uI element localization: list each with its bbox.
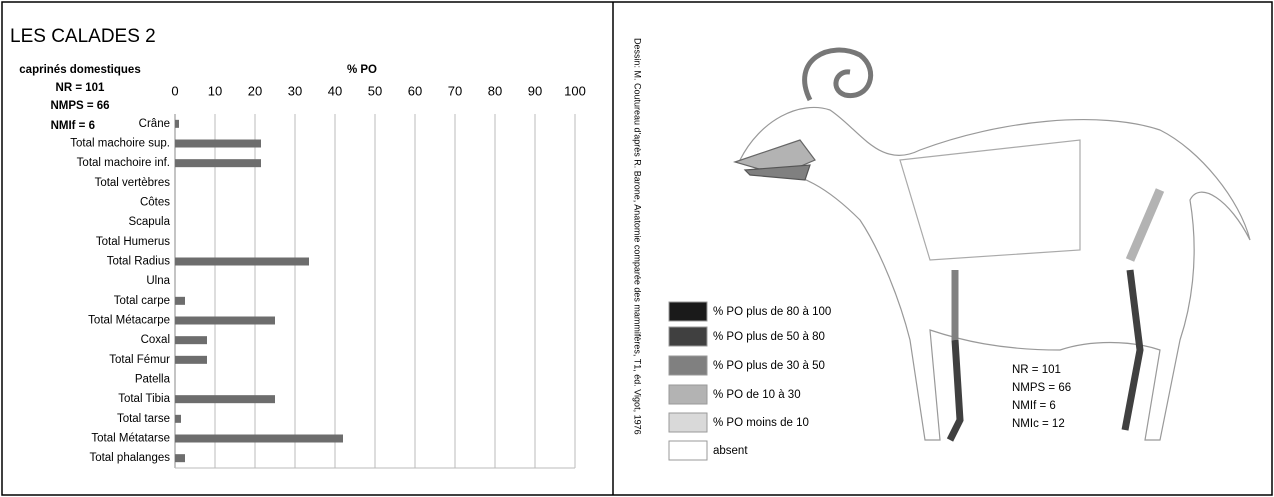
- y-tick-label: Total tarse: [117, 413, 170, 425]
- legend-swatch: [668, 301, 708, 322]
- bar: [175, 139, 261, 148]
- subtitle: NR = 101: [56, 82, 106, 94]
- x-tick-label: 70: [448, 83, 462, 98]
- x-tick-label: 40: [328, 83, 342, 98]
- legend-swatch: [668, 326, 708, 347]
- x-axis-label: % PO: [347, 64, 377, 76]
- legend-swatch: [668, 355, 708, 376]
- credit: Dessin: M. Coutureau d'après R. Barone, …: [633, 38, 643, 435]
- legend-swatch: [668, 440, 708, 461]
- y-tick-label: Total Métacarpe: [88, 315, 170, 327]
- subtitle: NMIf = 6: [51, 120, 95, 132]
- sheep-drawing: [732, 47, 1251, 442]
- y-tick-label: Total machoire inf.: [77, 157, 170, 169]
- x-tick-label: 60: [408, 83, 422, 98]
- y-tick-label: Patella: [135, 374, 171, 386]
- x-tick-label: 50: [368, 83, 382, 98]
- x-tick-label: 100: [564, 83, 586, 98]
- bar: [175, 414, 181, 423]
- bar: [175, 395, 275, 404]
- legend-label: % PO plus de 80 à 100: [713, 306, 831, 318]
- y-tick-label: Total machoire sup.: [70, 138, 170, 150]
- y-tick-label: Total Fémur: [109, 354, 170, 366]
- stat: NR = 101: [1012, 364, 1061, 376]
- bar: [175, 257, 309, 266]
- subtitle: NMPS = 66: [50, 100, 109, 112]
- x-tick-label: 0: [171, 83, 178, 98]
- x-tick-label: 20: [248, 83, 262, 98]
- subtitle: caprinés domestiques: [19, 64, 140, 76]
- bar: [175, 336, 207, 345]
- bar: [175, 434, 343, 443]
- legend-label: % PO plus de 50 à 80: [713, 331, 825, 343]
- bar: [175, 355, 207, 364]
- y-tick-label: Total Métatarse: [91, 433, 170, 445]
- y-tick-label: Côtes: [140, 197, 170, 209]
- x-tick-label: 10: [208, 83, 222, 98]
- y-tick-label: Total Humerus: [96, 236, 170, 248]
- legend-label: % PO plus de 30 à 50: [713, 360, 825, 372]
- legend-swatch: [668, 412, 708, 433]
- y-tick-label: Coxal: [141, 334, 170, 346]
- y-tick-label: Total Radius: [107, 256, 171, 268]
- bar: [175, 159, 261, 168]
- x-tick-label: 30: [288, 83, 302, 98]
- y-tick-label: Total Tibia: [118, 393, 170, 405]
- x-tick-label: 90: [528, 83, 542, 98]
- legend-label: % PO de 10 à 30: [713, 389, 801, 401]
- bar: [175, 454, 185, 463]
- legend-label: % PO moins de 10: [713, 417, 809, 429]
- chart-title: LES CALADES 2: [10, 26, 156, 47]
- bar: [175, 316, 275, 325]
- legend-label: absent: [713, 445, 748, 457]
- y-tick-label: Total vertèbres: [95, 177, 171, 189]
- bar: [175, 296, 185, 305]
- stat: NMPS = 66: [1012, 382, 1071, 394]
- y-tick-label: Scapula: [128, 216, 170, 228]
- x-tick-label: 80: [488, 83, 502, 98]
- legend-swatch: [668, 384, 708, 405]
- y-tick-label: Ulna: [146, 275, 170, 287]
- y-tick-label: Total phalanges: [89, 452, 170, 464]
- y-tick-label: Total carpe: [114, 295, 170, 307]
- bar: [175, 119, 179, 128]
- stat: NMIf = 6: [1012, 400, 1056, 412]
- stat: NMIc = 12: [1012, 418, 1065, 430]
- y-tick-label: Crâne: [139, 118, 170, 130]
